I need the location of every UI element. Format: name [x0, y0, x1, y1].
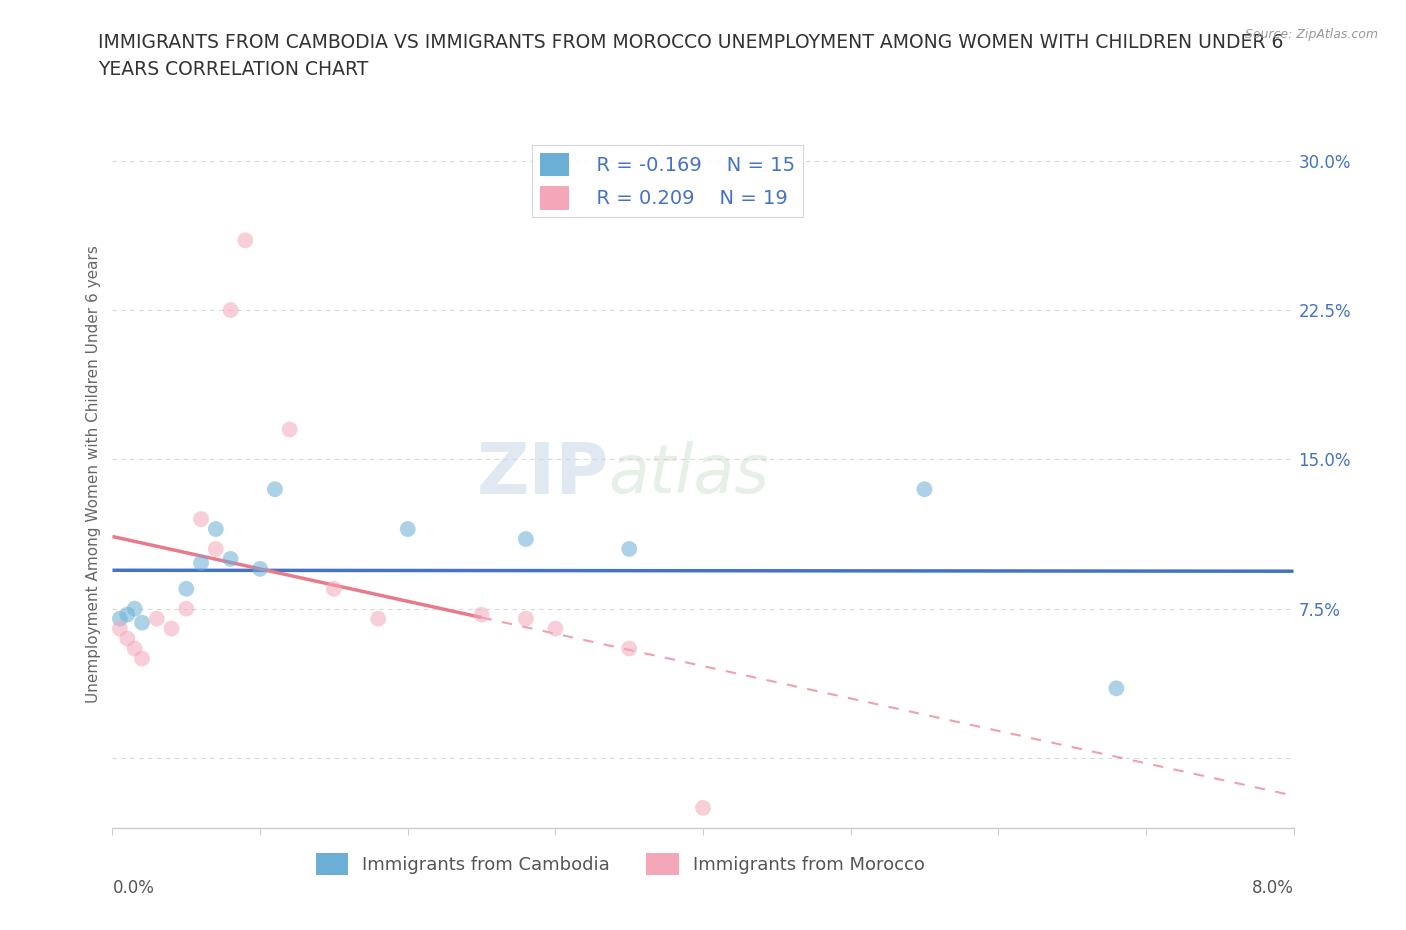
Point — [515, 611, 537, 626]
Point — [190, 555, 212, 570]
Text: Source: ZipAtlas.com: Source: ZipAtlas.com — [1244, 28, 1378, 41]
Point — [1105, 681, 1128, 696]
Point — [367, 611, 389, 626]
Point — [124, 602, 146, 617]
Point — [160, 621, 183, 636]
Point — [205, 522, 228, 537]
Point — [219, 551, 242, 566]
Point — [470, 607, 494, 622]
Point — [190, 512, 212, 526]
Point — [515, 532, 537, 547]
Text: IMMIGRANTS FROM CAMBODIA VS IMMIGRANTS FROM MOROCCO UNEMPLOYMENT AMONG WOMEN WIT: IMMIGRANTS FROM CAMBODIA VS IMMIGRANTS F… — [98, 33, 1284, 51]
Point — [219, 302, 242, 317]
Point — [544, 621, 567, 636]
Text: ZIP: ZIP — [477, 440, 609, 509]
Y-axis label: Unemployment Among Women with Children Under 6 years: Unemployment Among Women with Children U… — [86, 246, 101, 703]
Point — [131, 615, 153, 630]
Point — [117, 631, 138, 646]
Point — [278, 422, 301, 437]
Point — [396, 522, 419, 537]
Text: 0.0%: 0.0% — [112, 879, 155, 897]
Legend:   R = -0.169    N = 15,   R = 0.209    N = 19: R = -0.169 N = 15, R = 0.209 N = 19 — [531, 145, 803, 218]
Point — [108, 611, 131, 626]
Point — [249, 562, 271, 577]
Text: YEARS CORRELATION CHART: YEARS CORRELATION CHART — [98, 60, 368, 79]
Point — [323, 581, 346, 596]
Point — [146, 611, 169, 626]
Point — [124, 641, 146, 656]
Point — [233, 232, 256, 247]
Text: atlas: atlas — [609, 442, 769, 507]
Text: 8.0%: 8.0% — [1251, 879, 1294, 897]
Point — [619, 641, 641, 656]
Point — [264, 482, 287, 497]
Point — [117, 607, 138, 622]
Point — [914, 482, 936, 497]
Point — [692, 801, 714, 816]
Point — [131, 651, 153, 666]
Point — [174, 602, 197, 617]
Point — [174, 581, 197, 596]
Point — [108, 621, 131, 636]
Point — [205, 541, 228, 556]
Point — [619, 541, 641, 556]
